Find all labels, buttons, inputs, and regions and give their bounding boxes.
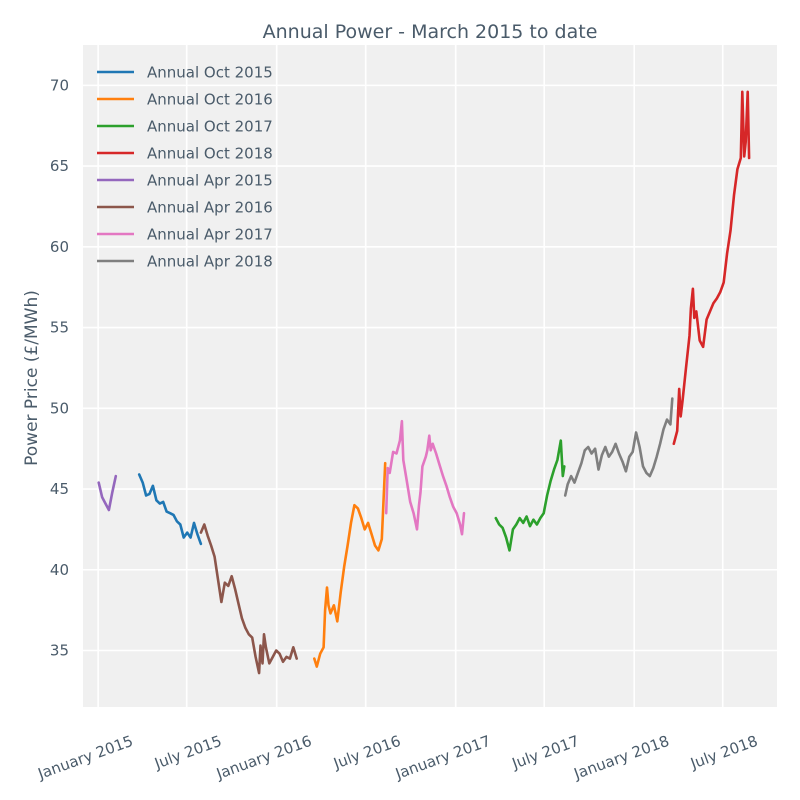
legend-label: Annual Apr 2017 [147, 226, 273, 244]
series-line [199, 523, 299, 675]
legend-label: Annual Apr 2016 [147, 199, 273, 217]
series-lines [97, 90, 751, 675]
series-line [494, 439, 566, 552]
y-tick-label: 40 [50, 561, 69, 579]
y-tick-label: 55 [50, 319, 69, 337]
series-line [384, 419, 466, 536]
legend-label: Annual Oct 2015 [147, 64, 273, 82]
y-tick-label: 60 [50, 238, 69, 256]
series-line [672, 90, 751, 446]
legend-label: Annual Apr 2018 [147, 253, 273, 271]
y-axis-label: Power Price (£/MWh) [22, 290, 42, 466]
series-line [563, 397, 674, 497]
chart-title: Annual Power - March 2015 to date [263, 21, 598, 43]
plot-area [83, 45, 777, 707]
series-line [312, 461, 387, 668]
legend-label: Annual Oct 2017 [147, 118, 273, 136]
legend: Annual Oct 2015 Annual Oct 2016 Annual Oct… [97, 64, 273, 271]
legend-label: Annual Oct 2016 [147, 91, 273, 109]
grid-lines [83, 45, 777, 707]
y-axis-ticks: 35 40 45 50 55 60 65 70 [50, 76, 69, 659]
series-line [97, 474, 118, 512]
y-tick-label: 35 [50, 641, 69, 659]
y-tick-label: 65 [50, 157, 69, 175]
y-tick-label: 45 [50, 480, 69, 498]
legend-label: Annual Oct 2018 [147, 145, 273, 163]
legend-label: Annual Apr 2015 [147, 172, 273, 190]
y-tick-label: 70 [50, 76, 69, 94]
series-line [137, 473, 203, 546]
y-tick-label: 50 [50, 399, 69, 417]
